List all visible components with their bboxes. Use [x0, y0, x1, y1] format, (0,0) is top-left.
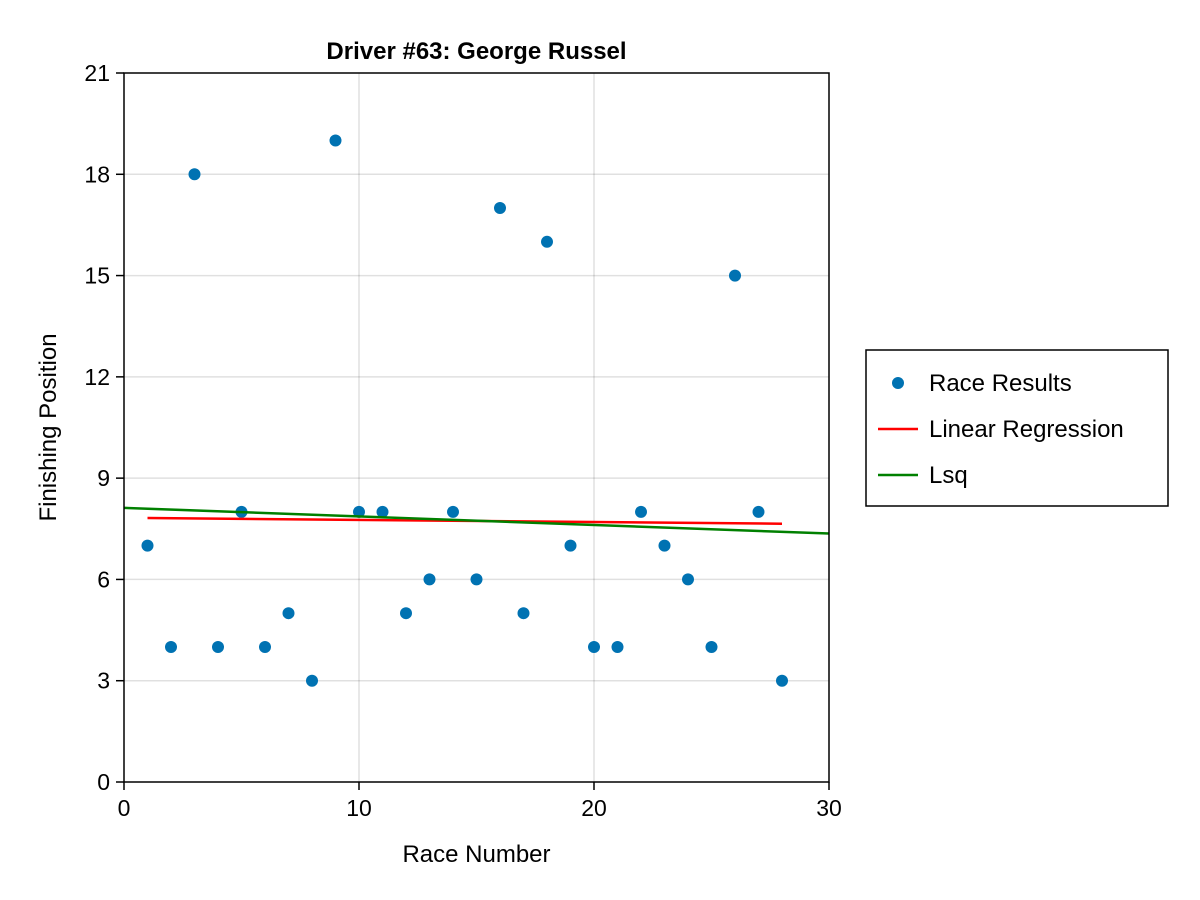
race-result-point [588, 640, 600, 653]
y-tick-label: 9 [97, 465, 110, 491]
race-result-point [705, 640, 718, 653]
grid [124, 73, 829, 782]
y-tick-label: 6 [97, 566, 110, 592]
y-axis-label: Finishing Position [35, 333, 62, 521]
race-result-point [729, 269, 741, 282]
ticks: 0 10 20 30 0 3 6 9 12 15 18 21 [84, 60, 841, 821]
x-tick-label: 0 [118, 795, 131, 821]
race-result-point [306, 674, 318, 687]
legend-label-lsq: Lsq [929, 462, 968, 489]
race-result-point [635, 505, 647, 518]
race-result-point [376, 505, 389, 518]
race-result-point [447, 505, 459, 518]
race-result-point [188, 168, 201, 181]
race-result-point [212, 640, 224, 653]
race-result-point [658, 539, 671, 552]
race-result-point [517, 607, 530, 620]
y-tick-label: 12 [84, 364, 110, 390]
race-result-point [282, 607, 295, 620]
race-result-point [400, 607, 412, 620]
race-result-point [494, 202, 506, 215]
race-result-point [682, 573, 694, 586]
y-tick-label: 15 [84, 263, 110, 289]
race-result-point [165, 640, 177, 653]
x-tick-label: 30 [816, 795, 842, 821]
race-result-point [470, 573, 483, 586]
race-result-point [541, 235, 553, 248]
race-result-point [259, 640, 271, 653]
race-result-point [329, 134, 342, 147]
race-result-point [776, 674, 788, 687]
legend-swatch-race-results [892, 377, 904, 389]
x-tick-label: 20 [581, 795, 607, 821]
y-tick-label: 21 [84, 60, 110, 86]
legend: Race Results Linear Regression Lsq [865, 349, 1169, 507]
race-result-point [423, 573, 436, 586]
race-result-point [141, 539, 154, 552]
x-tick-label: 10 [346, 795, 372, 821]
legend-label-linear-regression: Linear Regression [929, 416, 1124, 443]
series-layer [124, 134, 829, 687]
race-result-point [611, 640, 624, 653]
race-result-point [353, 505, 365, 518]
x-axis-label: Race Number [402, 841, 550, 868]
race-result-point [564, 539, 577, 552]
lsq-line [124, 506, 829, 535]
plot-frame [123, 72, 830, 783]
y-tick-label: 0 [97, 769, 110, 795]
y-tick-label: 18 [84, 161, 110, 187]
chart-title: Driver #63: George Russel [326, 38, 626, 65]
race-result-point [752, 505, 765, 518]
legend-label-race-results: Race Results [929, 370, 1072, 397]
y-tick-label: 3 [97, 668, 110, 694]
